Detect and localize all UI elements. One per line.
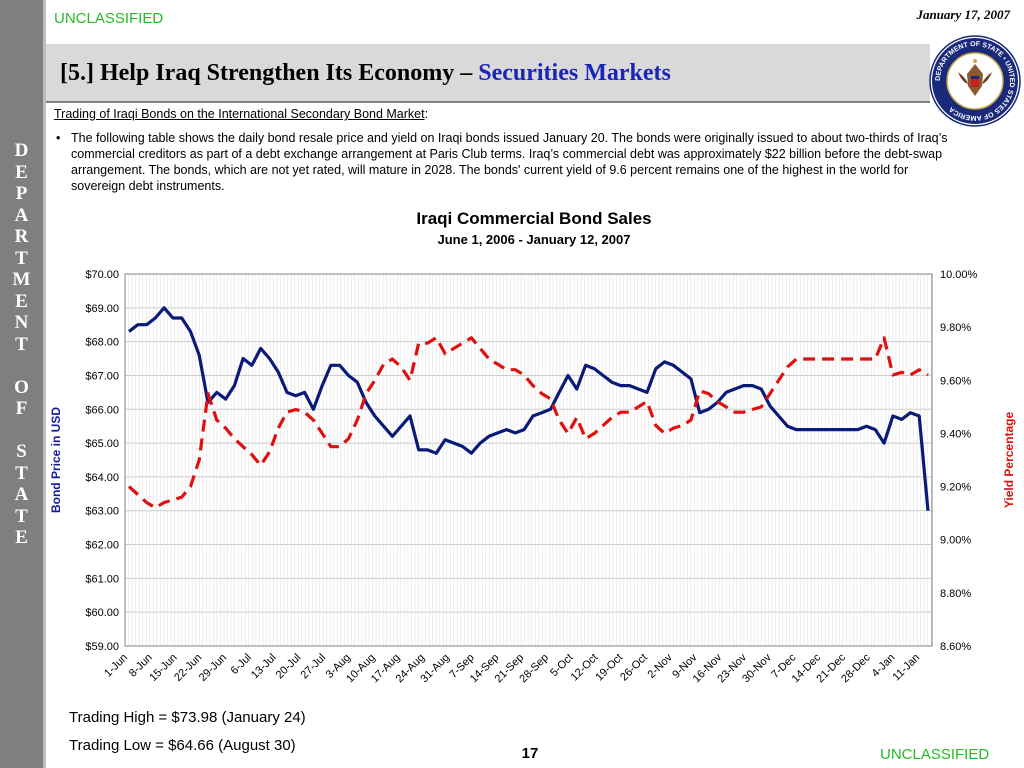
chart-title: Iraqi Commercial Bond Sales — [416, 209, 651, 228]
y-tick-label: $67.00 — [85, 370, 119, 382]
y-tick-label: $59.00 — [85, 641, 119, 653]
x-tick-label: 20-Jul — [274, 652, 304, 682]
y-tick-label: $70.00 — [85, 269, 119, 281]
y-tick-label: $69.00 — [85, 303, 119, 315]
y2-tick-label: 9.40% — [940, 428, 971, 440]
sidebar-letter: T — [15, 333, 28, 355]
x-tick-label: 30-Nov — [740, 651, 774, 685]
slide-date: January 17, 2007 — [916, 7, 1010, 22]
page-number: 17 — [521, 745, 539, 762]
y2-tick-label: 10.00% — [940, 269, 978, 281]
y2-tick-label: 9.20% — [940, 482, 971, 494]
x-tick-label: 29-Jun — [197, 652, 229, 684]
sidebar-letter: T — [15, 505, 28, 527]
x-tick-label: 13-Jul — [249, 652, 279, 682]
sidebar-letter: R — [14, 226, 29, 247]
x-tick-label: 19-Oct — [593, 652, 625, 684]
title-band — [46, 44, 930, 102]
x-tick-label: 28-Dec — [839, 651, 873, 685]
classification-top: UNCLASSIFIED — [54, 10, 164, 27]
y-tick-label: $64.00 — [85, 472, 119, 484]
subheading-underlined: Trading of Iraqi Bonds on the Internatio… — [54, 107, 425, 121]
slide-title-highlight: Securities Markets — [478, 60, 671, 86]
sidebar-letter: O — [14, 376, 29, 398]
sidebar — [0, 0, 43, 768]
y-tick-label: $66.00 — [85, 404, 119, 416]
sidebar-letter: A — [14, 484, 29, 505]
x-tick-label: 1-Jun — [102, 652, 130, 680]
y-tick-label: $61.00 — [85, 573, 119, 585]
y-axis-label: Bond Price in USD — [49, 407, 63, 513]
subheading: Trading of Iraqi Bonds on the Internatio… — [54, 107, 428, 121]
y-tick-label: $65.00 — [85, 438, 119, 450]
department-of-state-seal-icon: DEPARTMENT OF STATE • UNITED STATES OF A… — [929, 35, 1021, 127]
chart-subtitle: June 1, 2006 - January 12, 2007 — [438, 232, 631, 247]
sidebar-letter: M — [12, 269, 31, 290]
y2-axis-label: Yield Percentage — [1002, 412, 1016, 509]
sidebar-letter: T — [15, 462, 28, 484]
slide-title: [5.] Help Iraq Strengthen Its Economy – … — [60, 60, 671, 87]
y2-tick-label: 8.60% — [940, 641, 971, 653]
bullet-paragraph: The following table shows the daily bond… — [71, 131, 948, 193]
trading-high: Trading High = $73.98 (January 24) — [69, 709, 306, 726]
y-tick-label: $60.00 — [85, 607, 119, 619]
y-tick-label: $62.00 — [85, 540, 119, 552]
bond-chart: Iraqi Commercial Bond Sales June 1, 2006… — [49, 209, 1016, 685]
bullet-icon: • — [56, 131, 61, 145]
sidebar-letter: F — [15, 398, 28, 419]
yield-series-line — [127, 336, 929, 510]
y2-tick-label: 9.60% — [940, 375, 971, 387]
price-series-line — [128, 306, 930, 511]
x-tick-label: 11-Jan — [891, 652, 923, 684]
slide-title-prefix: [5.] Help Iraq Strengthen Its Economy – — [60, 60, 479, 86]
sidebar-letter: A — [14, 204, 29, 226]
sidebar-letter: D — [14, 140, 29, 161]
sidebar-letter: E — [15, 161, 28, 183]
title-divider — [46, 101, 930, 103]
x-tick-label: 27-Jul — [298, 652, 328, 682]
subheading-colon: : — [424, 107, 429, 121]
y2-tick-label: 8.80% — [940, 588, 971, 600]
y2-tick-label: 9.00% — [940, 535, 971, 547]
sidebar-letter: E — [15, 527, 28, 548]
sidebar-letter: N — [14, 312, 29, 333]
plot-area — [124, 273, 933, 647]
chart-series — [127, 306, 930, 511]
x-tick-label: 2-Nov — [645, 651, 675, 681]
y-tick-label: $68.00 — [85, 337, 119, 349]
sidebar-letter: T — [15, 247, 28, 269]
classification-bottom: UNCLASSIFIED — [880, 746, 990, 763]
chart-grid — [124, 273, 932, 647]
x-tick-label: 26-Oct — [618, 652, 650, 684]
trading-low: Trading Low = $64.66 (August 30) — [69, 737, 296, 754]
y-tick-label: $63.00 — [85, 506, 119, 518]
sidebar-letter: S — [16, 441, 27, 462]
sidebar-letter: P — [15, 183, 28, 204]
sidebar-letter: E — [15, 290, 28, 312]
y2-tick-label: 9.80% — [940, 322, 971, 334]
sidebar-divider — [43, 0, 46, 768]
